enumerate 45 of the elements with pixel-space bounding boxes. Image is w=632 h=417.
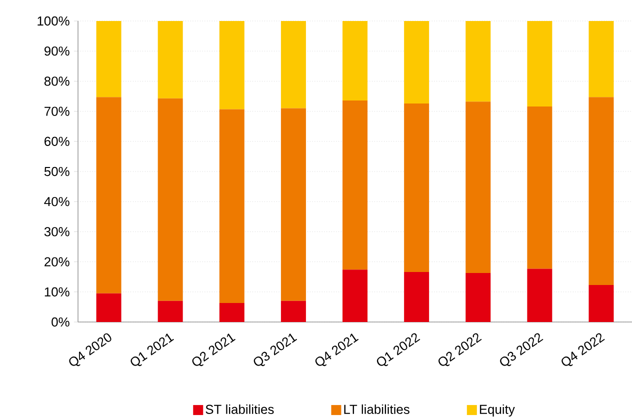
bar: [96, 20, 122, 98]
legend-label: ST liabilities: [206, 404, 274, 414]
bar: [158, 98, 183, 301]
bar: [404, 20, 430, 104]
y-tick-label: 30%: [44, 227, 70, 236]
bar: [588, 284, 614, 322]
y-tick-label: 20%: [44, 257, 70, 266]
x-tick-label: Q2 2021: [192, 334, 236, 366]
bar: [342, 100, 368, 270]
y-tick-label: 40%: [44, 197, 70, 206]
bar: [404, 103, 430, 272]
bar: [342, 270, 368, 322]
y-tick-label: 90%: [44, 46, 70, 56]
y-tick-label: 10%: [44, 287, 70, 296]
x-tick-label: Q3 2021: [254, 334, 298, 366]
bar: [219, 20, 244, 110]
bar: [466, 20, 491, 102]
bar: [466, 102, 491, 273]
bar: [588, 20, 614, 98]
legend-label: Equity: [480, 404, 515, 417]
y-tick-label: 100%: [38, 16, 70, 26]
x-tick-label: Q1 2021: [130, 334, 174, 366]
y-tick-label: 0%: [52, 317, 70, 327]
bar: [588, 97, 614, 285]
bar: [219, 109, 244, 304]
bar: [527, 106, 552, 269]
bar: [96, 293, 122, 322]
y-tick-label: 80%: [44, 76, 70, 86]
y-tick-label: 60%: [44, 136, 70, 146]
bar: [280, 108, 306, 301]
bar: [96, 97, 122, 294]
x-tick-label: Q4 2021: [315, 334, 359, 366]
legend-label: LT liabilities: [344, 404, 410, 414]
bar: [466, 272, 491, 322]
bar: [219, 303, 244, 322]
bar: [404, 272, 430, 322]
bar: [280, 300, 306, 322]
y-tick-label: 50%: [44, 166, 70, 176]
bar: [158, 300, 183, 322]
bar: [342, 20, 368, 100]
bar: [280, 20, 306, 108]
bar: [158, 20, 183, 98]
y-tick-label: 70%: [44, 106, 70, 116]
bar: [527, 20, 552, 106]
bar: [527, 268, 552, 322]
